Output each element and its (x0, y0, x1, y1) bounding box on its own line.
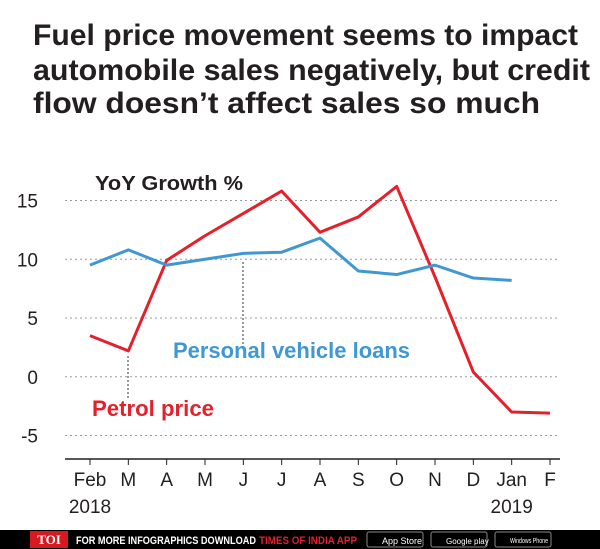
series-label: Personal vehicle loans (173, 338, 410, 363)
x-tick-label: J (239, 470, 249, 491)
footer-text: FOR MORE INFOGRAPHICS DOWNLOAD (76, 535, 256, 547)
y-tick-label: -5 (21, 427, 38, 448)
brand: TOI (37, 532, 61, 547)
x-year-label: 2019 (491, 497, 533, 518)
x-tick-label: Feb (74, 470, 107, 491)
footer-app: TIMES OF INDIA APP (259, 535, 357, 547)
x-tick-label: D (466, 470, 480, 491)
badge[interactable] (494, 531, 552, 548)
brand-box (30, 531, 68, 548)
y-axis-title: YoY Growth % (95, 173, 243, 195)
y-tick-label: 5 (27, 309, 38, 330)
x-tick-label: Jan (496, 470, 527, 491)
x-tick-label: M (120, 470, 136, 491)
y-tick-label: 0 (27, 368, 38, 389)
badge[interactable] (430, 531, 488, 548)
x-tick-label: A (314, 470, 327, 491)
x-tick-label: N (428, 470, 442, 491)
badge-text[interactable]: Windows Phone (510, 538, 548, 545)
x-tick-label: O (389, 470, 404, 491)
title-line: automobile sales negatively, but credit (33, 54, 590, 87)
title-line: flow doesn’t affect sales so much (33, 87, 540, 120)
series-line (89, 184, 551, 415)
title-line: Fuel price movement seems to impact (33, 19, 578, 52)
series-line (89, 236, 512, 282)
badge-text[interactable]: App Store (382, 536, 422, 546)
x-year-label: 2018 (69, 497, 111, 518)
x-tick-label: S (352, 470, 365, 491)
badge[interactable] (366, 531, 424, 548)
series-label: Petrol price (92, 396, 214, 421)
y-tick-label: 15 (17, 192, 38, 213)
y-tick-label: 10 (17, 250, 38, 271)
x-tick-label: A (160, 470, 173, 491)
badge-text[interactable]: Google play (446, 537, 489, 546)
x-tick-label: F (544, 470, 556, 491)
x-tick-label: M (197, 470, 213, 491)
x-tick-label: J (277, 470, 287, 491)
